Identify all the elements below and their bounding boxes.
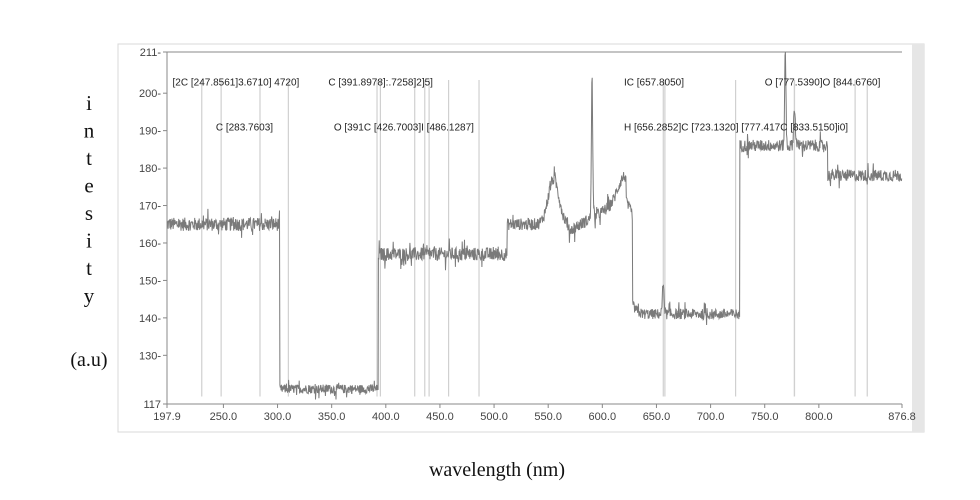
y-axis-ticks: 117 130- 140- 150- 160- 170- 180- 190- 200- 211-	[139, 47, 167, 411]
x-tick-label: 600.0	[589, 411, 617, 423]
y-axis-label-letter: n	[84, 119, 95, 143]
x-axis-ticks: 197.9 250.0 300.0 350.0 400.0 450.0 500.0 550.0…	[153, 404, 916, 423]
y-tick-label: 190-	[139, 126, 161, 138]
x-tick-label: 250.0	[210, 411, 238, 423]
x-tick-label: 197.9	[153, 411, 181, 423]
x-tick-label: 876.8	[888, 411, 916, 423]
y-axis-label-letter: i	[86, 229, 92, 253]
peak-annotation: [2C [247.8561]3.6710] 4720]	[173, 78, 300, 89]
y-axis-unit: (a.u)	[70, 349, 107, 371]
peak-annotation: H [656.2852]C [723.1320] [777.417C [833.…	[624, 123, 848, 134]
peak-annotation: O [777.5390]O [844.6760]	[765, 78, 881, 89]
plot-panel	[117, 43, 925, 433]
y-tick-label: 150-	[139, 275, 161, 287]
peak-annotation: IC [657.8050]	[624, 78, 684, 89]
annotations: [2C [247.8561]3.6710] 4720] C [391.8978]:…	[173, 78, 881, 134]
peak-annotation: C [283.7603]	[216, 123, 273, 134]
x-tick-label: 750.0	[751, 411, 779, 423]
x-tick-label: 300.0	[264, 411, 292, 423]
y-tick-label: 140-	[139, 313, 161, 325]
x-tick-label: 350.0	[318, 411, 346, 423]
x-tick-label: 550.0	[534, 411, 562, 423]
y-tick-label: 211-	[140, 47, 162, 59]
y-tick-label: 117	[143, 399, 161, 411]
x-tick-label: 450.0	[426, 411, 454, 423]
x-tick-label: 650.0	[643, 411, 671, 423]
y-axis-label-letter: i	[86, 91, 92, 115]
y-tick-label: 200-	[139, 88, 161, 100]
y-axis-label-letter: t	[86, 256, 92, 280]
panel-right-edge	[912, 44, 924, 432]
y-tick-label: 180-	[139, 163, 161, 175]
y-tick-label: 170-	[139, 201, 161, 213]
y-axis-label-letter: e	[84, 174, 93, 198]
y-axis-label-letter: s	[85, 201, 93, 225]
x-tick-label: 500.0	[480, 411, 508, 423]
x-tick-label: 800.0	[805, 411, 833, 423]
y-axis-label-letter: t	[86, 146, 92, 170]
y-tick-label: 160-	[139, 238, 161, 250]
spectrum-series	[166, 51, 903, 400]
peak-annotation: C [391.8978]:.7258]2]5]	[328, 78, 433, 89]
x-tick-label: 400.0	[372, 411, 400, 423]
x-axis-label: wavelength (nm)	[429, 459, 565, 481]
line-markers	[201, 80, 868, 397]
y-axis-label-letter: y	[84, 284, 95, 308]
y-tick-label: 130-	[139, 350, 161, 362]
x-tick-label: 700.0	[697, 411, 725, 423]
spectrum-line	[166, 51, 903, 400]
peak-annotation: O [391C [426.7003]I [486.1287]	[334, 123, 474, 134]
